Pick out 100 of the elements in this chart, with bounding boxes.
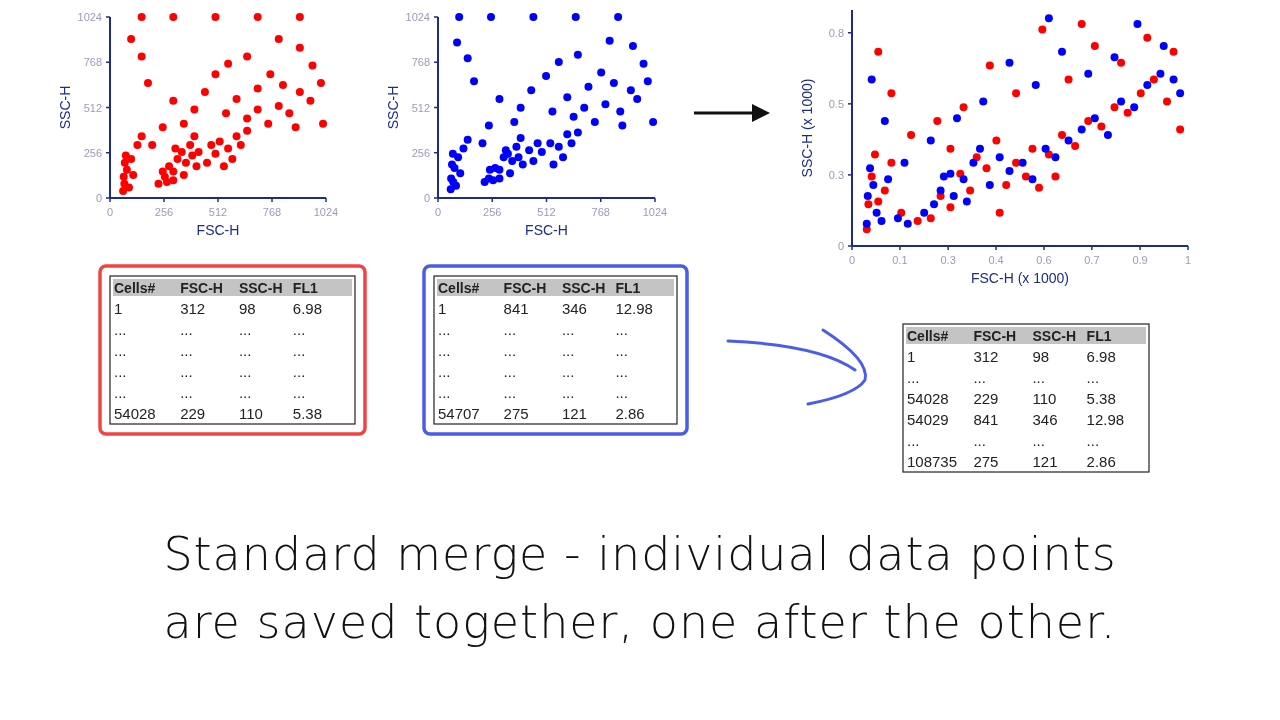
point (900, 158, 909, 167)
text: ... (561, 342, 575, 359)
point (867, 75, 876, 84)
point (1031, 80, 1040, 89)
point (1005, 58, 1014, 67)
text: 275 (503, 405, 529, 422)
text: 121 (561, 405, 587, 422)
point (863, 192, 872, 201)
text: ... (1032, 432, 1045, 449)
point (933, 117, 942, 126)
text: ... (615, 363, 628, 380)
text: 346 (1032, 411, 1058, 428)
text: ... (438, 363, 451, 380)
text: ... (561, 321, 575, 338)
text: ... (438, 384, 451, 401)
category-label: FL1 (615, 280, 641, 296)
point (1012, 158, 1021, 167)
text: 275 (973, 453, 999, 470)
point (862, 219, 871, 228)
text: ... (292, 321, 306, 338)
point (926, 214, 935, 223)
text: ... (114, 342, 127, 359)
text: 2.86 (615, 405, 645, 422)
category-label: FSC-H (180, 280, 223, 296)
point (1064, 75, 1073, 84)
y-tick-label: 768 (411, 56, 430, 69)
text: ... (615, 342, 628, 359)
text: 1 (114, 300, 123, 317)
text: ... (438, 342, 451, 359)
text: 5.38 (1086, 390, 1116, 407)
point (1021, 172, 1030, 181)
text: 121 (1032, 453, 1058, 470)
y-tick-label: 256 (83, 146, 102, 159)
point (1163, 97, 1171, 106)
point (1041, 144, 1050, 153)
text: 229 (973, 390, 999, 407)
point (1044, 14, 1053, 23)
point (1035, 183, 1044, 192)
category-label: FSC-H (973, 328, 1017, 344)
text: 12.98 (1086, 411, 1125, 428)
point (1071, 142, 1080, 151)
text: 346 (561, 300, 587, 317)
text: ... (292, 342, 306, 359)
text: 54028 (907, 390, 949, 407)
text: 54028 (114, 405, 156, 422)
y-tick-label: 1024 (405, 11, 430, 23)
text: ... (1086, 432, 1100, 449)
text: ... (973, 369, 986, 386)
text: 108735 (907, 453, 958, 470)
point (1051, 153, 1060, 162)
x-tick-label: 512 (537, 206, 556, 218)
text: ... (615, 384, 628, 401)
point (1058, 47, 1066, 56)
text: 5.38 (292, 405, 323, 422)
point (1012, 89, 1021, 98)
y-tick-label: 0 (423, 192, 430, 204)
point (975, 144, 984, 153)
point (1110, 53, 1119, 62)
point (884, 175, 893, 184)
text: ... (238, 342, 252, 359)
y-tick-label: 512 (83, 101, 102, 114)
point (1077, 125, 1086, 134)
point (864, 200, 873, 209)
text: ... (561, 384, 575, 401)
point (1038, 25, 1047, 34)
point (1090, 42, 1099, 51)
point (926, 136, 935, 145)
point (867, 172, 876, 181)
point (1176, 89, 1185, 98)
point (946, 144, 955, 153)
text: ... (180, 384, 193, 401)
point (877, 217, 886, 225)
text: 1 (907, 348, 916, 365)
point (1028, 175, 1037, 184)
text: 12.98 (615, 300, 653, 317)
text: ... (503, 321, 517, 338)
text: ... (238, 384, 252, 401)
point (1103, 130, 1112, 139)
category-label: SSC-H (561, 280, 606, 296)
y-tick-label: 1024 (77, 11, 102, 23)
point (966, 186, 975, 195)
text: ... (114, 384, 127, 401)
x-tick-label: 0 (848, 254, 856, 266)
point (903, 219, 912, 228)
point (930, 200, 939, 209)
x-tick-label: 1024 (313, 206, 339, 218)
category-label: FL1 (1086, 328, 1112, 344)
point (1002, 180, 1011, 189)
point (887, 89, 896, 98)
point (870, 150, 879, 159)
point (1130, 103, 1139, 112)
text: 110 (238, 405, 263, 422)
x-tick-label: 768 (591, 206, 610, 218)
x-tick-label: 512 (208, 206, 228, 218)
text: ... (503, 384, 517, 401)
x-tick-label: 0.4 (988, 254, 1004, 266)
point (982, 164, 991, 173)
point (874, 47, 883, 56)
x-tick-label: 1 (1184, 254, 1192, 266)
point (962, 197, 971, 206)
